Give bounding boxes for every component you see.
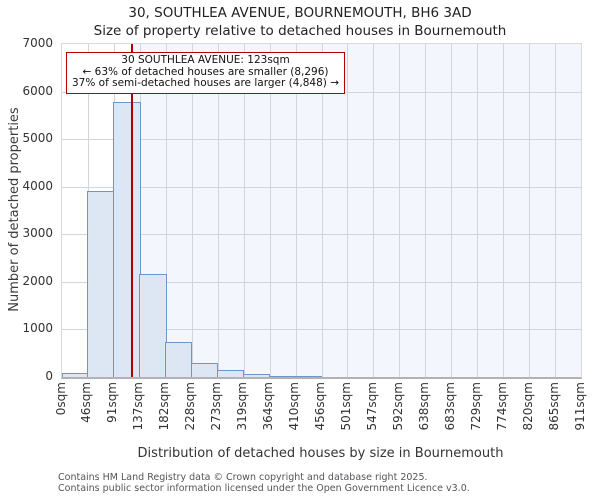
x-tick-label: 729sqm bbox=[468, 382, 483, 431]
histogram-bar bbox=[139, 273, 167, 377]
gridline-vertical bbox=[373, 44, 375, 377]
y-tick-label: 7000 bbox=[22, 36, 53, 50]
gridline-vertical bbox=[529, 44, 531, 377]
histogram-bar bbox=[113, 102, 141, 377]
chart-title: 30, SOUTHLEA AVENUE, BOURNEMOUTH, BH6 3A… bbox=[128, 5, 472, 21]
gridline-vertical bbox=[321, 44, 323, 377]
plot-layers bbox=[62, 44, 581, 377]
footer-attribution-line1: Contains HM Land Registry data © Crown c… bbox=[58, 472, 428, 483]
gridline-vertical bbox=[399, 44, 401, 377]
x-tick-label: 410sqm bbox=[287, 382, 302, 431]
y-tick-label: 1000 bbox=[22, 321, 53, 336]
histogram-bar bbox=[242, 374, 271, 377]
x-tick-label: 91sqm bbox=[105, 382, 120, 423]
x-tick-label: 273sqm bbox=[209, 382, 224, 431]
x-tick-label: 911sqm bbox=[572, 382, 587, 431]
gridline-horizontal bbox=[62, 329, 581, 331]
footer-attribution-line2: Contains public sector information licen… bbox=[58, 483, 470, 494]
histogram-bar bbox=[87, 191, 115, 377]
gridline-vertical bbox=[477, 44, 479, 377]
gridline-vertical bbox=[165, 44, 167, 377]
histogram-bar bbox=[165, 341, 193, 377]
y-tick-label: 0 bbox=[45, 369, 53, 383]
plot-area: 30 SOUTHLEA AVENUE: 123sqm ← 63% of deta… bbox=[61, 43, 582, 379]
y-tick-label: 2000 bbox=[22, 273, 53, 288]
gridline-vertical bbox=[217, 44, 219, 377]
histogram-bar bbox=[191, 362, 219, 377]
gridline-horizontal bbox=[62, 281, 581, 283]
histogram-bar bbox=[268, 375, 297, 377]
gridline-vertical bbox=[269, 44, 271, 377]
histogram-bar bbox=[216, 370, 245, 377]
gridline-horizontal bbox=[62, 234, 581, 236]
gridline-horizontal bbox=[62, 139, 581, 141]
gridline-vertical bbox=[503, 44, 505, 377]
annotation-smaller-line: ← 63% of detached houses are smaller (8,… bbox=[82, 65, 329, 78]
annotation-larger-line: 37% of semi-detached houses are larger (… bbox=[71, 77, 339, 89]
histogram-bar bbox=[62, 372, 90, 377]
annotation-box: 30 SOUTHLEA AVENUE: 123sqm ← 63% of deta… bbox=[66, 52, 345, 94]
x-tick-label: 820sqm bbox=[520, 382, 535, 431]
histogram-bar bbox=[294, 376, 323, 377]
x-tick-label: 774sqm bbox=[494, 382, 509, 431]
gridline-vertical bbox=[451, 44, 453, 377]
annotation-property-line: 30 SOUTHLEA AVENUE: 123sqm bbox=[121, 54, 290, 66]
x-tick-label: 592sqm bbox=[390, 382, 405, 431]
larger-region-shade bbox=[132, 44, 581, 377]
gridline-horizontal bbox=[62, 186, 581, 188]
x-tick-label: 638sqm bbox=[416, 382, 431, 431]
x-tick-label: 0sqm bbox=[53, 382, 68, 416]
y-tick-label: 4000 bbox=[22, 178, 53, 193]
y-tick-label: 6000 bbox=[22, 83, 53, 98]
x-tick-label: 683sqm bbox=[442, 382, 457, 431]
marker-line bbox=[131, 44, 134, 377]
x-tick-label: 182sqm bbox=[157, 382, 172, 431]
gridline-vertical bbox=[191, 44, 193, 377]
x-tick-label: 319sqm bbox=[235, 382, 250, 431]
gridline-vertical bbox=[425, 44, 427, 377]
gridline-vertical bbox=[243, 44, 245, 377]
x-tick-label: 456sqm bbox=[313, 382, 327, 431]
y-tick-label: 3000 bbox=[22, 226, 53, 241]
x-tick-label: 501sqm bbox=[338, 382, 353, 431]
x-axis-title: Distribution of detached houses by size … bbox=[137, 446, 504, 461]
x-tick-label: 46sqm bbox=[79, 382, 94, 423]
y-tick-label: 5000 bbox=[22, 131, 53, 146]
gridline-vertical bbox=[295, 44, 297, 377]
x-tick-label: 228sqm bbox=[183, 382, 198, 431]
x-tick-label: 547sqm bbox=[364, 382, 379, 431]
gridline-vertical bbox=[555, 44, 557, 377]
x-tick-label: 364sqm bbox=[261, 382, 276, 431]
chart-subtitle: Size of property relative to detached ho… bbox=[93, 23, 507, 39]
x-tick-label: 865sqm bbox=[546, 382, 561, 431]
gridline-vertical bbox=[347, 44, 349, 377]
x-tick-label: 137sqm bbox=[131, 382, 146, 431]
